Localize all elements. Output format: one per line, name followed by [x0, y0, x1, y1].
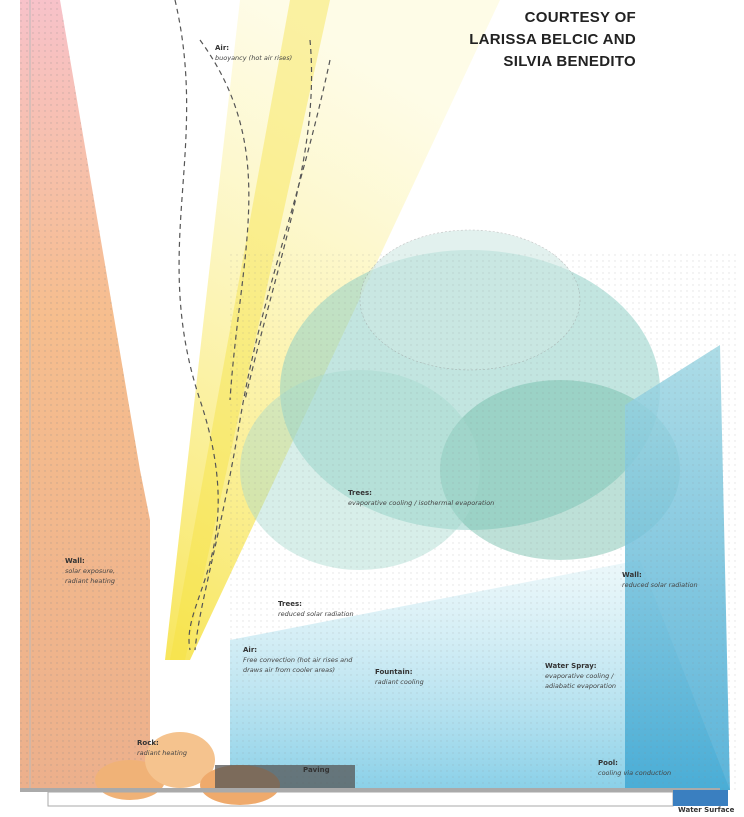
label-title: Air:	[215, 44, 229, 52]
credit-line: SILVIA BENEDITO	[503, 53, 636, 70]
label-title: Pool:	[598, 759, 618, 767]
label-text: Free convection (hot air rises and	[243, 656, 353, 664]
label-text: draws air from cooler areas)	[243, 666, 335, 674]
label-title: Air:	[243, 646, 257, 654]
label-title: Water Spray:	[545, 662, 597, 670]
labels: Air: buoyancy (hot air rises) Wall: solar e…	[65, 44, 735, 814]
label-text: reduced solar radiation	[622, 581, 698, 589]
label-text: cooling via conduction	[598, 769, 671, 777]
label-text: buoyancy (hot air rises)	[215, 54, 292, 62]
credit: COURTESY OF LARISSA BELCIC AND SILVIA BE…	[469, 9, 636, 70]
label-title: Paving	[303, 766, 330, 774]
label-title: Water Surface	[678, 806, 735, 814]
label-text: reduced solar radiation	[278, 610, 354, 618]
label-text: evaporative cooling / isothermal evapora…	[348, 499, 494, 507]
label-text: radiant heating	[137, 749, 187, 757]
label-title: Fountain:	[375, 668, 413, 676]
label-title: Trees:	[278, 600, 302, 608]
credit-line: COURTESY OF	[525, 9, 636, 26]
label-title: Rock:	[137, 739, 159, 747]
label-text: radiant heating	[65, 577, 115, 585]
label-title: Wall:	[65, 557, 85, 565]
label-title: Wall:	[622, 571, 642, 579]
label-text: solar exposure,	[65, 567, 115, 575]
label-text: adiabatic evaporation	[545, 682, 616, 690]
illustration	[20, 0, 740, 807]
label-title: Trees:	[348, 489, 372, 497]
label-text: radiant cooling	[375, 678, 424, 686]
label-text: evaporative cooling /	[545, 672, 614, 680]
credit-line: LARISSA BELCIC AND	[469, 31, 636, 48]
